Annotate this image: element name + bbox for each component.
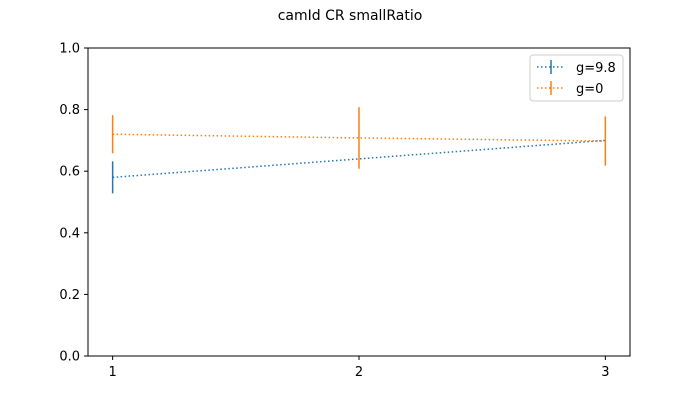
y-tick-label: 0.2	[59, 288, 80, 303]
y-tick-label: 1.0	[59, 42, 80, 57]
y-tick-label: 0.4	[59, 226, 80, 241]
legend-entry-g98: g=9.8	[537, 60, 616, 76]
x-tick-label: 3	[601, 365, 609, 380]
legend-entry-g0: g=0	[537, 81, 603, 97]
chart-title: camId CR smallRatio	[278, 8, 423, 24]
x-axis: 1 2 3	[108, 356, 610, 380]
y-axis: 0.0 0.2 0.4 0.6 0.8 1.0	[59, 42, 88, 365]
series-layer	[111, 107, 607, 194]
x-tick-label: 2	[355, 365, 363, 380]
x-tick-label: 1	[108, 365, 116, 380]
y-tick-label: 0.0	[59, 350, 80, 365]
plot-frame	[87, 47, 631, 357]
series-g0	[111, 107, 607, 169]
legend: g=9.8 g=0	[529, 54, 624, 102]
y-tick-label: 0.6	[59, 165, 80, 180]
legend-label-g98: g=9.8	[576, 61, 616, 76]
series-g98	[111, 139, 606, 194]
legend-label-g0: g=0	[576, 82, 603, 97]
y-tick-label: 0.8	[59, 103, 80, 118]
